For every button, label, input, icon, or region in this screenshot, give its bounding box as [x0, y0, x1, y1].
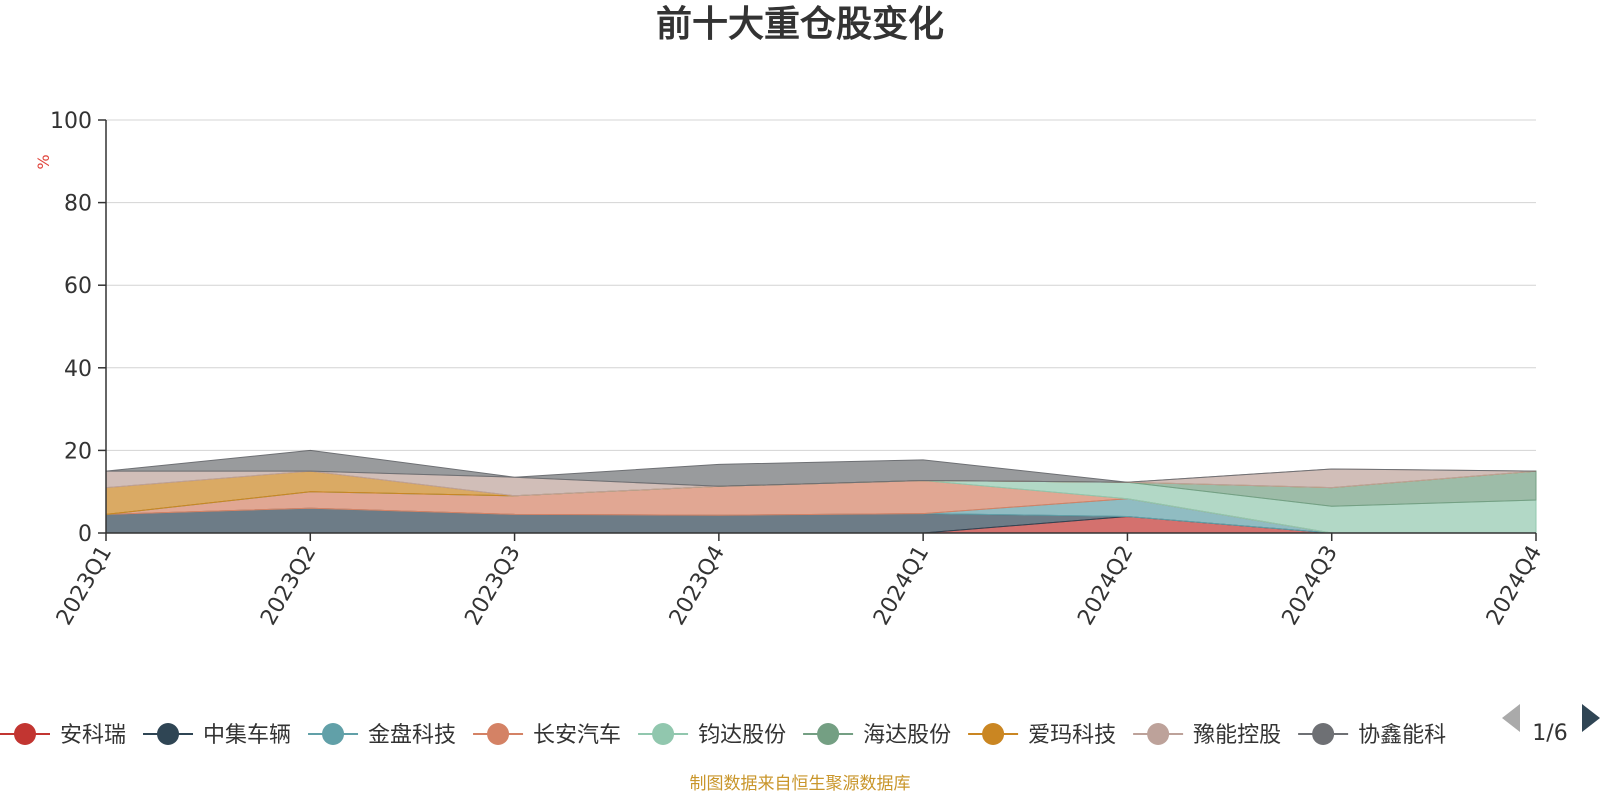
- x-tick-label: 2023Q1: [52, 542, 117, 630]
- x-tick-label: 2024Q3: [1278, 542, 1343, 630]
- legend-circle-icon: [1312, 723, 1335, 745]
- legend-label: 中集车辆: [203, 723, 291, 748]
- y-tick-label: 0: [78, 522, 92, 547]
- x-tick-label: 2023Q4: [665, 542, 730, 630]
- y-tick-label: 80: [64, 192, 92, 217]
- x-tick-label: 2024Q4: [1482, 542, 1547, 630]
- legend-circle-icon: [14, 723, 36, 745]
- legend-label: 协鑫能科: [1358, 723, 1446, 748]
- chart-title: 前十大重仓股变化: [656, 3, 944, 45]
- area-layers: [105, 449, 1537, 534]
- y-tick-label: 40: [64, 357, 92, 382]
- data-source-note: 制图数据来自恒生聚源数据库: [690, 774, 911, 794]
- legend-prev-page-icon[interactable]: [1502, 704, 1520, 732]
- axes: 0 20 40 60 80 100 2023Q1 2023Q2 2023Q3 2023Q4 2024…: [50, 109, 1547, 630]
- legend-item-6[interactable]: 海达股份: [803, 723, 951, 748]
- y-axis-unit-label: %: [34, 154, 53, 169]
- legend-label: 海达股份: [863, 723, 951, 748]
- legend-label: 爱玛科技: [1028, 723, 1116, 748]
- legend-item-3[interactable]: 金盘科技: [308, 723, 456, 748]
- x-tick-label: 2023Q2: [256, 542, 321, 630]
- legend-item-2[interactable]: 中集车辆: [143, 723, 291, 748]
- legend-label: 长安汽车: [533, 723, 621, 748]
- x-tick-label: 2023Q3: [460, 542, 525, 630]
- legend-item-4[interactable]: 长安汽车: [473, 723, 621, 748]
- legend-label: 安科瑞: [60, 723, 126, 748]
- x-tick-label: 2024Q2: [1073, 542, 1138, 630]
- y-tick-label: 60: [64, 274, 92, 299]
- x-tick-label: 2024Q1: [869, 542, 934, 630]
- legend-label: 钧达股份: [698, 723, 786, 748]
- area-series-9: [105, 449, 1537, 487]
- legend-item-5[interactable]: 钧达股份: [638, 723, 786, 748]
- legend-label: 金盘科技: [368, 723, 456, 748]
- grid-lines: [106, 119, 1536, 451]
- legend-circle-icon: [817, 723, 840, 745]
- legend-page-indicator: 1/6: [1532, 721, 1567, 746]
- legend-item-8[interactable]: 豫能控股: [1133, 723, 1281, 748]
- y-tick-label: 20: [64, 439, 92, 464]
- legend-item-9[interactable]: 协鑫能科: [1298, 723, 1446, 748]
- legend-circle-icon: [322, 723, 345, 745]
- legend-circle-icon: [487, 723, 510, 745]
- legend-item-1[interactable]: 安科瑞: [0, 723, 126, 748]
- legend: 安科瑞 中集车辆 金盘科技 长安汽车 钧达股份 海达股份 爱玛科技 豫能控股 协鑫能科: [0, 723, 1446, 748]
- legend-circle-icon: [1147, 723, 1170, 745]
- legend-circle-icon: [157, 723, 180, 745]
- y-tick-label: 100: [50, 109, 92, 134]
- legend-item-7[interactable]: 爱玛科技: [968, 723, 1116, 748]
- legend-items: 安科瑞 中集车辆 金盘科技 长安汽车 钧达股份 海达股份 爱玛科技 豫能控股 协鑫能科: [0, 723, 1446, 748]
- legend-label: 豫能控股: [1193, 723, 1281, 748]
- legend-circle-icon: [652, 723, 675, 745]
- legend-next-page-icon[interactable]: [1582, 704, 1600, 732]
- legend-circle-icon: [982, 723, 1005, 745]
